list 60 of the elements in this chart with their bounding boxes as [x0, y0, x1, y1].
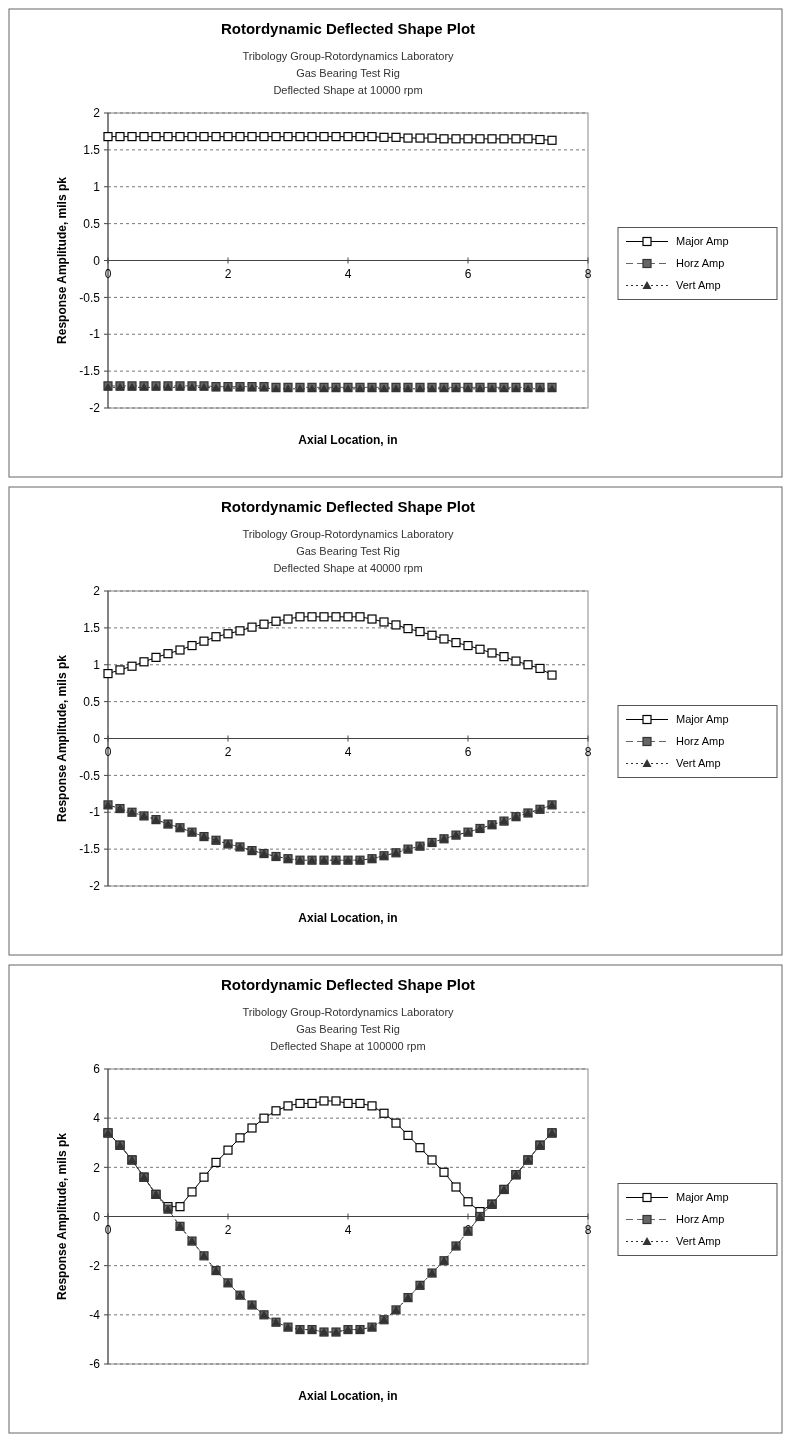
y-tick-label: 0.5 — [83, 694, 101, 709]
y-tick-label: 1 — [93, 179, 101, 194]
x-tick-label: 6 — [464, 744, 472, 759]
x-tick-label: 8 — [584, 266, 592, 281]
x-tick-label: 0 — [104, 1222, 112, 1237]
y-tick-label: -1 — [89, 327, 101, 342]
y-tick-label: -1 — [89, 805, 101, 820]
legend-label: Major Amp — [676, 1191, 729, 1204]
x-tick-label: 6 — [464, 266, 472, 281]
legend-label: Horz Amp — [676, 257, 725, 270]
legend-label: Vert Amp — [676, 757, 721, 770]
y-tick-label: 1.5 — [83, 143, 101, 158]
y-tick-label: -1.5 — [79, 842, 101, 857]
x-tick-label: 2 — [224, 266, 232, 281]
y-axis-title: Response Amplitude, mils pk — [55, 1132, 69, 1300]
chart-title: Rotordynamic Deflected Shape Plot — [220, 20, 476, 37]
x-tick-label: 8 — [584, 1222, 592, 1237]
x-tick-label: 4 — [344, 744, 352, 759]
legend-label: Horz Amp — [676, 735, 725, 748]
x-tick-label: 8 — [584, 744, 592, 759]
y-tick-label: -4 — [89, 1308, 101, 1323]
y-tick-label: -2 — [89, 1258, 101, 1273]
x-axis-title: Axial Location, in — [298, 1389, 398, 1403]
chart-subtitle: Tribology Group-Rotordynamics Laboratory Gas Bearing Test Rig Deflected Shape at 10000 rpm — [242, 50, 455, 96]
chart-title: Rotordynamic Deflected Shape Plot — [220, 498, 476, 515]
x-axis-title: Axial Location, in — [298, 911, 398, 925]
y-tick-label: 0 — [93, 253, 101, 268]
legend-label: Major Amp — [676, 235, 729, 248]
y-tick-label: -0.5 — [79, 290, 101, 305]
y-tick-label: -0.5 — [79, 768, 101, 783]
chart-subtitle: Tribology Group-Rotordynamics Laboratory Gas Bearing Test Rig Deflected Shape at 100000 rpm — [242, 1006, 455, 1052]
legend-label: Vert Amp — [676, 279, 721, 292]
x-tick-label: 2 — [224, 1222, 232, 1237]
y-tick-label: -6 — [89, 1357, 101, 1372]
y-tick-label: 1.5 — [83, 621, 101, 636]
y-tick-label: -1.5 — [79, 364, 101, 379]
x-axis-title: Axial Location, in — [298, 433, 398, 447]
chart-title: Rotordynamic Deflected Shape Plot — [220, 976, 476, 993]
y-tick-label: 2 — [93, 1160, 101, 1175]
y-tick-label: 0 — [93, 1209, 101, 1224]
y-tick-label: 2 — [93, 584, 101, 599]
x-tick-label: 0 — [104, 744, 112, 759]
y-tick-label: 0.5 — [83, 216, 101, 231]
y-tick-label: 1 — [93, 657, 101, 672]
y-tick-label: 0 — [93, 731, 101, 746]
x-tick-label: 2 — [224, 744, 232, 759]
chart-subtitle: Tribology Group-Rotordynamics Laboratory Gas Bearing Test Rig Deflected Shape at 40000 rpm — [242, 528, 455, 574]
y-tick-label: -2 — [89, 401, 101, 416]
x-tick-label: 4 — [344, 266, 352, 281]
y-tick-label: 6 — [93, 1062, 101, 1077]
legend-label: Vert Amp — [676, 1235, 721, 1248]
y-tick-label: 2 — [93, 106, 101, 121]
legend-label: Horz Amp — [676, 1213, 725, 1226]
y-axis-title: Response Amplitude, mils pk — [55, 176, 69, 344]
y-tick-label: 4 — [93, 1111, 101, 1126]
x-tick-label: 4 — [344, 1222, 352, 1237]
legend-label: Major Amp — [676, 713, 729, 726]
y-axis-title: Response Amplitude, mils pk — [55, 654, 69, 822]
y-tick-label: -2 — [89, 879, 101, 894]
x-tick-label: 0 — [104, 266, 112, 281]
